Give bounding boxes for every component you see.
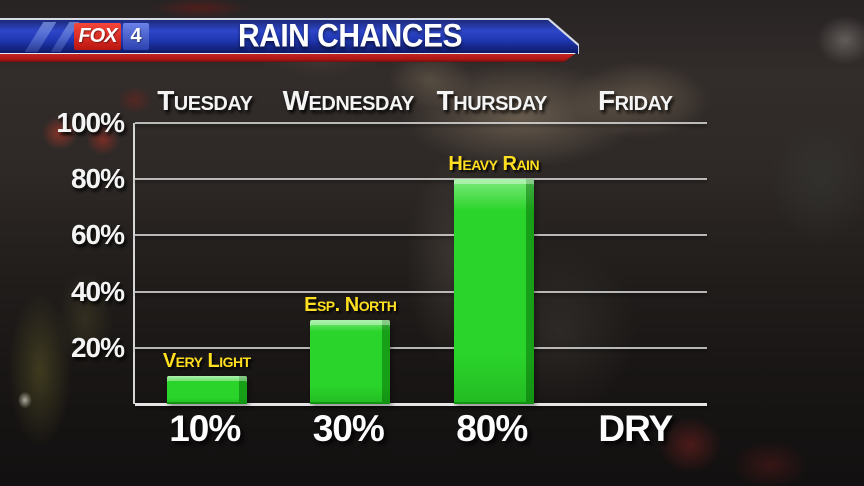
bar-annotation: Esp. North	[304, 293, 397, 316]
day-label: Friday	[598, 85, 673, 116]
value-label-row: 10% 30% 80% DRY	[133, 408, 707, 450]
fox-logo-text: FOX	[78, 25, 117, 47]
y-tick-label: 40%	[70, 275, 125, 307]
bar-annotation: Very Light	[162, 349, 251, 372]
day-label: Wednesday	[282, 85, 415, 116]
value-label: 80%	[456, 408, 528, 449]
gridline	[135, 122, 707, 124]
value-label: 10%	[169, 408, 241, 449]
y-tick-label: 80%	[70, 163, 125, 195]
channel-number-text: 4	[130, 25, 142, 47]
y-axis-labels: 100% 80% 60% 40% 20%	[0, 0, 125, 486]
x-axis-line	[135, 403, 707, 406]
banner-red-strip	[0, 53, 576, 62]
day-header-row: Tuesday Wednesday Thursday Friday	[133, 86, 707, 116]
rain-chance-bar	[453, 179, 534, 404]
fox-logo-box: FOX	[74, 23, 121, 50]
y-tick-label: 20%	[70, 331, 125, 363]
gridline	[135, 346, 707, 349]
day-label: Tuesday	[157, 85, 253, 116]
rain-chance-bar	[310, 319, 391, 404]
value-label: DRY	[598, 408, 673, 449]
rain-chance-bar	[166, 375, 247, 404]
gridline	[135, 178, 707, 181]
channel-number-box: 4	[123, 23, 149, 50]
day-label: Thursday	[436, 85, 548, 116]
gridline	[135, 234, 707, 237]
plot-area: Very Light Esp. North Heavy Rain	[133, 122, 707, 406]
bar-annotation: Heavy Rain	[448, 153, 540, 176]
value-label: 30%	[312, 408, 385, 449]
y-tick-label: 60%	[70, 219, 125, 251]
y-tick-label: 100%	[56, 107, 125, 138]
gridline	[135, 290, 707, 293]
page-title: RAIN CHANCES	[237, 18, 463, 55]
station-logo: FOX 4	[74, 23, 149, 50]
